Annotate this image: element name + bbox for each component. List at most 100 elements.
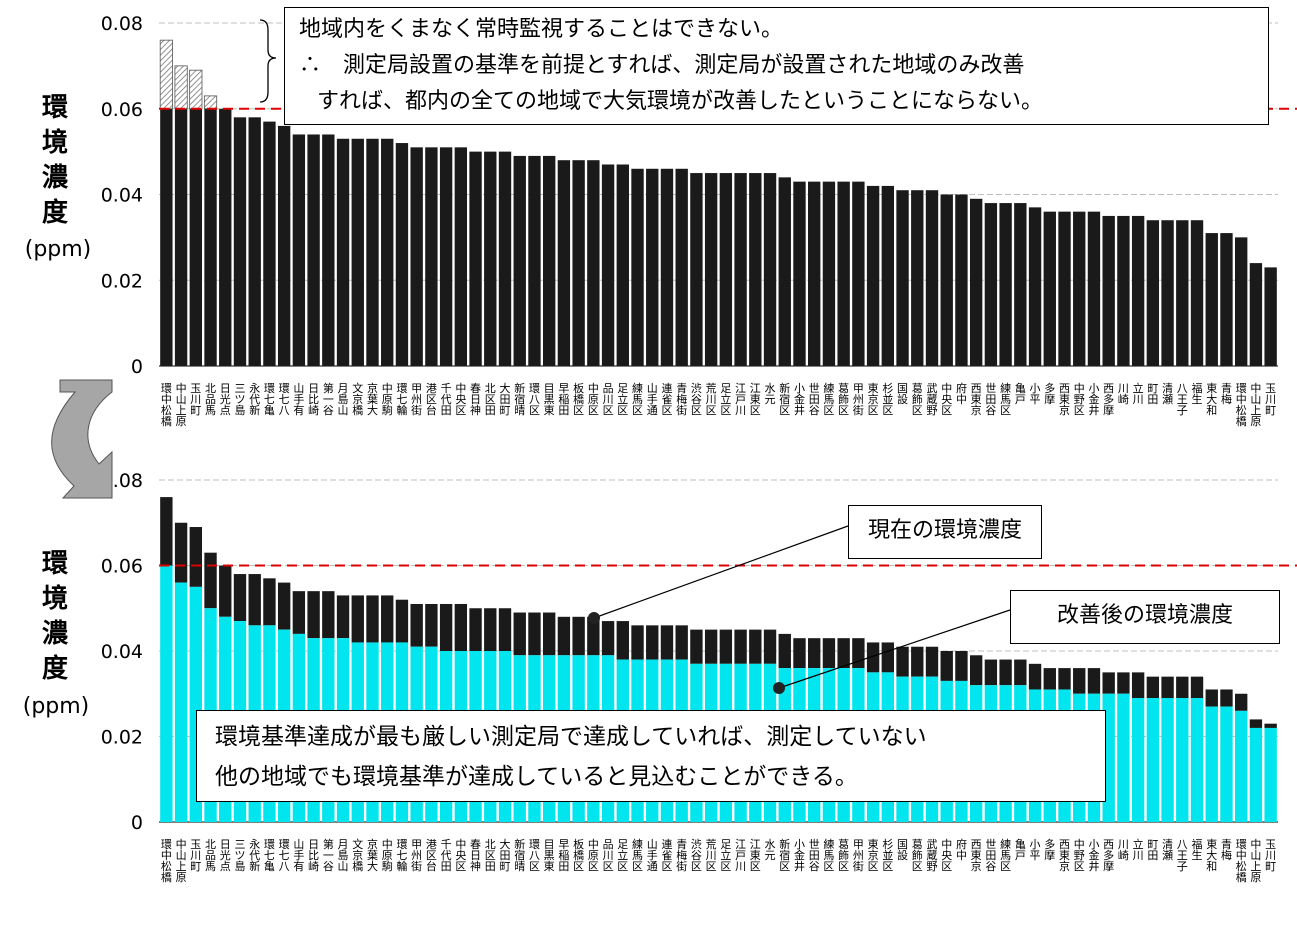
station-label: 中野区 (1074, 838, 1085, 873)
station-label: 中央区 (941, 382, 952, 417)
station-label: 日比崎 (308, 838, 319, 873)
station-label: 中野区 (1074, 382, 1085, 417)
station-label: 世田谷 (985, 382, 996, 417)
current-bar (646, 168, 659, 366)
current-bar (1043, 211, 1056, 366)
station-label: 国設 (897, 838, 908, 862)
current-bar (837, 638, 850, 669)
current-bar (1028, 207, 1042, 366)
station-label: 水元 (765, 838, 776, 862)
station-label: 春日神 (470, 382, 481, 417)
bottom-ylabel-char: 環 (42, 549, 69, 579)
station-label: 亀戸 (1015, 381, 1026, 406)
excess-bar (159, 39, 173, 110)
current-bar (1264, 723, 1277, 728)
station-label: 新宿晴 (514, 381, 525, 417)
current-bar (704, 173, 718, 366)
current-bar (778, 177, 791, 366)
station-label: 環七亀 (264, 382, 275, 417)
current-bar (439, 147, 453, 366)
top-ylabel-char: 度 (42, 197, 68, 228)
current-bar (513, 155, 526, 366)
current-bar (749, 629, 762, 664)
station-label: 環七八 (279, 382, 290, 417)
current-bar (336, 138, 350, 366)
station-label: 清瀬 (1162, 382, 1173, 406)
station-label: 品川区 (603, 838, 614, 873)
current-bar (189, 108, 202, 366)
current-bar (675, 625, 688, 660)
current-bar (1176, 676, 1189, 699)
current-bar (719, 173, 733, 366)
current-bar (498, 151, 512, 366)
y-tick-label: 0.02 (101, 727, 143, 749)
current-bar (763, 173, 777, 366)
current-bar (822, 181, 836, 366)
station-label: 山手通 (647, 838, 658, 873)
current-pointer (593, 525, 849, 619)
current-bar (896, 190, 909, 366)
station-label: 西東京 (971, 382, 982, 417)
improved-bar (160, 565, 173, 822)
current-bar (381, 595, 394, 643)
current-bar (763, 629, 777, 664)
station-label: 葛飾区 (912, 382, 923, 417)
current-concentration-label: 現在の環境濃度 (848, 505, 1042, 559)
current-bar (1205, 689, 1218, 707)
current-bar (793, 638, 806, 669)
transition-arrow (51, 379, 113, 499)
station-label: 北区田 (485, 382, 496, 417)
top-ylabel-unit: (ppm) (25, 237, 92, 262)
current-bar (263, 121, 276, 366)
improved-pointer (778, 609, 1011, 689)
current-bar (660, 625, 674, 660)
current-bar (542, 155, 556, 366)
station-label: 杉並区 (882, 381, 893, 417)
station-label: 中央区 (941, 838, 952, 873)
station-label: 中原駒 (382, 838, 393, 873)
station-label: 中山上原 (1250, 382, 1261, 428)
station-label: 世田谷 (809, 382, 820, 417)
current-bar (601, 621, 615, 656)
bottom-ylabel-char: 濃 (42, 619, 69, 649)
station-label: 甲州街 (411, 838, 422, 873)
improved-pointer-dot (773, 682, 785, 694)
improved-bar (1205, 706, 1218, 822)
top-ylabel: 環 境 濃 度 (42, 93, 69, 228)
station-label: 足立区 (720, 838, 731, 873)
station-label: 玉川町 (190, 838, 201, 873)
station-label: 京葉大 (367, 381, 378, 417)
current-bar (395, 599, 409, 643)
station-label: 八王子 (1177, 382, 1188, 417)
current-bar (292, 591, 306, 634)
current-bar (616, 164, 629, 366)
station-label: 江東区 (750, 382, 761, 417)
current-bar (219, 108, 232, 366)
station-label: 玉川町 (1265, 838, 1276, 873)
station-label: 東大和 (1206, 838, 1217, 873)
station-label: 中山上原 (1250, 838, 1261, 884)
station-label: 目黒東 (544, 838, 555, 873)
current-bar (528, 612, 541, 656)
station-label: 江戸川 (735, 838, 746, 873)
current-bar (675, 168, 688, 366)
current-bar (955, 651, 968, 681)
station-label: 港区台 (426, 382, 437, 417)
station-label: 文京橋 (352, 837, 363, 873)
station-label: 日光点 (220, 838, 231, 873)
current-bar (601, 164, 615, 366)
current-bar (469, 608, 482, 651)
station-label: 山手有 (293, 382, 304, 417)
current-bar (866, 642, 880, 673)
station-label: 北区田 (485, 838, 496, 873)
station-label: 環七輪 (396, 382, 407, 417)
current-bar (498, 608, 512, 651)
current-bar (307, 134, 320, 366)
station-label: 三ツ島 (234, 838, 245, 873)
y-tick-label: 0 (131, 812, 143, 834)
station-label: 渋谷区 (691, 382, 702, 417)
current-bar (940, 194, 953, 366)
station-label: 環七亀 (264, 838, 275, 873)
current-bar (1131, 672, 1145, 699)
station-label: 中央区 (455, 382, 466, 417)
